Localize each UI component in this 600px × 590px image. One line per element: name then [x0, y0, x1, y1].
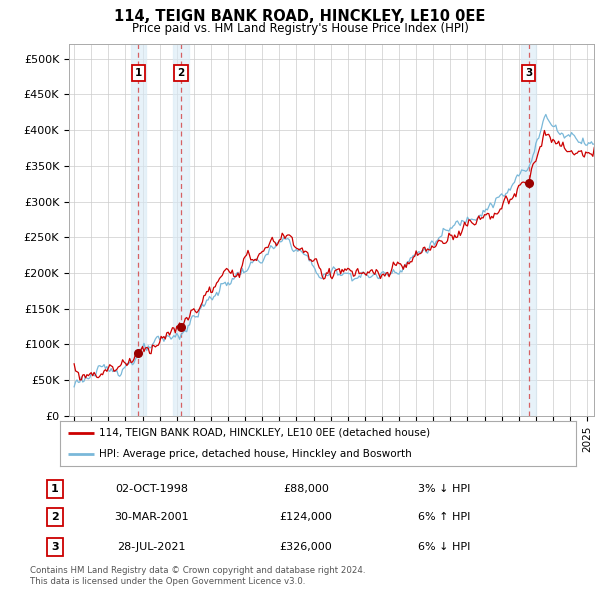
Text: 3% ↓ HPI: 3% ↓ HPI [418, 484, 470, 494]
Text: This data is licensed under the Open Government Licence v3.0.: This data is licensed under the Open Gov… [30, 577, 305, 586]
Bar [521, 44, 536, 416]
Text: £88,000: £88,000 [283, 484, 329, 494]
Text: 02-OCT-1998: 02-OCT-1998 [115, 484, 188, 494]
Text: 114, TEIGN BANK ROAD, HINCKLEY, LE10 0EE (detached house): 114, TEIGN BANK ROAD, HINCKLEY, LE10 0EE… [98, 428, 430, 438]
Text: 28-JUL-2021: 28-JUL-2021 [117, 542, 185, 552]
Text: 3: 3 [525, 68, 532, 78]
Text: 30-MAR-2001: 30-MAR-2001 [114, 512, 189, 522]
Bar [131, 44, 146, 416]
Text: 114, TEIGN BANK ROAD, HINCKLEY, LE10 0EE: 114, TEIGN BANK ROAD, HINCKLEY, LE10 0EE [115, 9, 485, 24]
Text: 1: 1 [134, 68, 142, 78]
Text: £326,000: £326,000 [280, 542, 332, 552]
Text: 1: 1 [51, 484, 59, 494]
Text: 2: 2 [178, 68, 185, 78]
Text: £124,000: £124,000 [280, 512, 332, 522]
Text: 3: 3 [51, 542, 59, 552]
Text: 2: 2 [51, 512, 59, 522]
Text: 6% ↓ HPI: 6% ↓ HPI [418, 542, 470, 552]
Text: Price paid vs. HM Land Registry's House Price Index (HPI): Price paid vs. HM Land Registry's House … [131, 22, 469, 35]
Text: HPI: Average price, detached house, Hinckley and Bosworth: HPI: Average price, detached house, Hinc… [98, 449, 412, 459]
Bar [173, 44, 189, 416]
Text: 6% ↑ HPI: 6% ↑ HPI [418, 512, 470, 522]
Text: Contains HM Land Registry data © Crown copyright and database right 2024.: Contains HM Land Registry data © Crown c… [30, 566, 365, 575]
